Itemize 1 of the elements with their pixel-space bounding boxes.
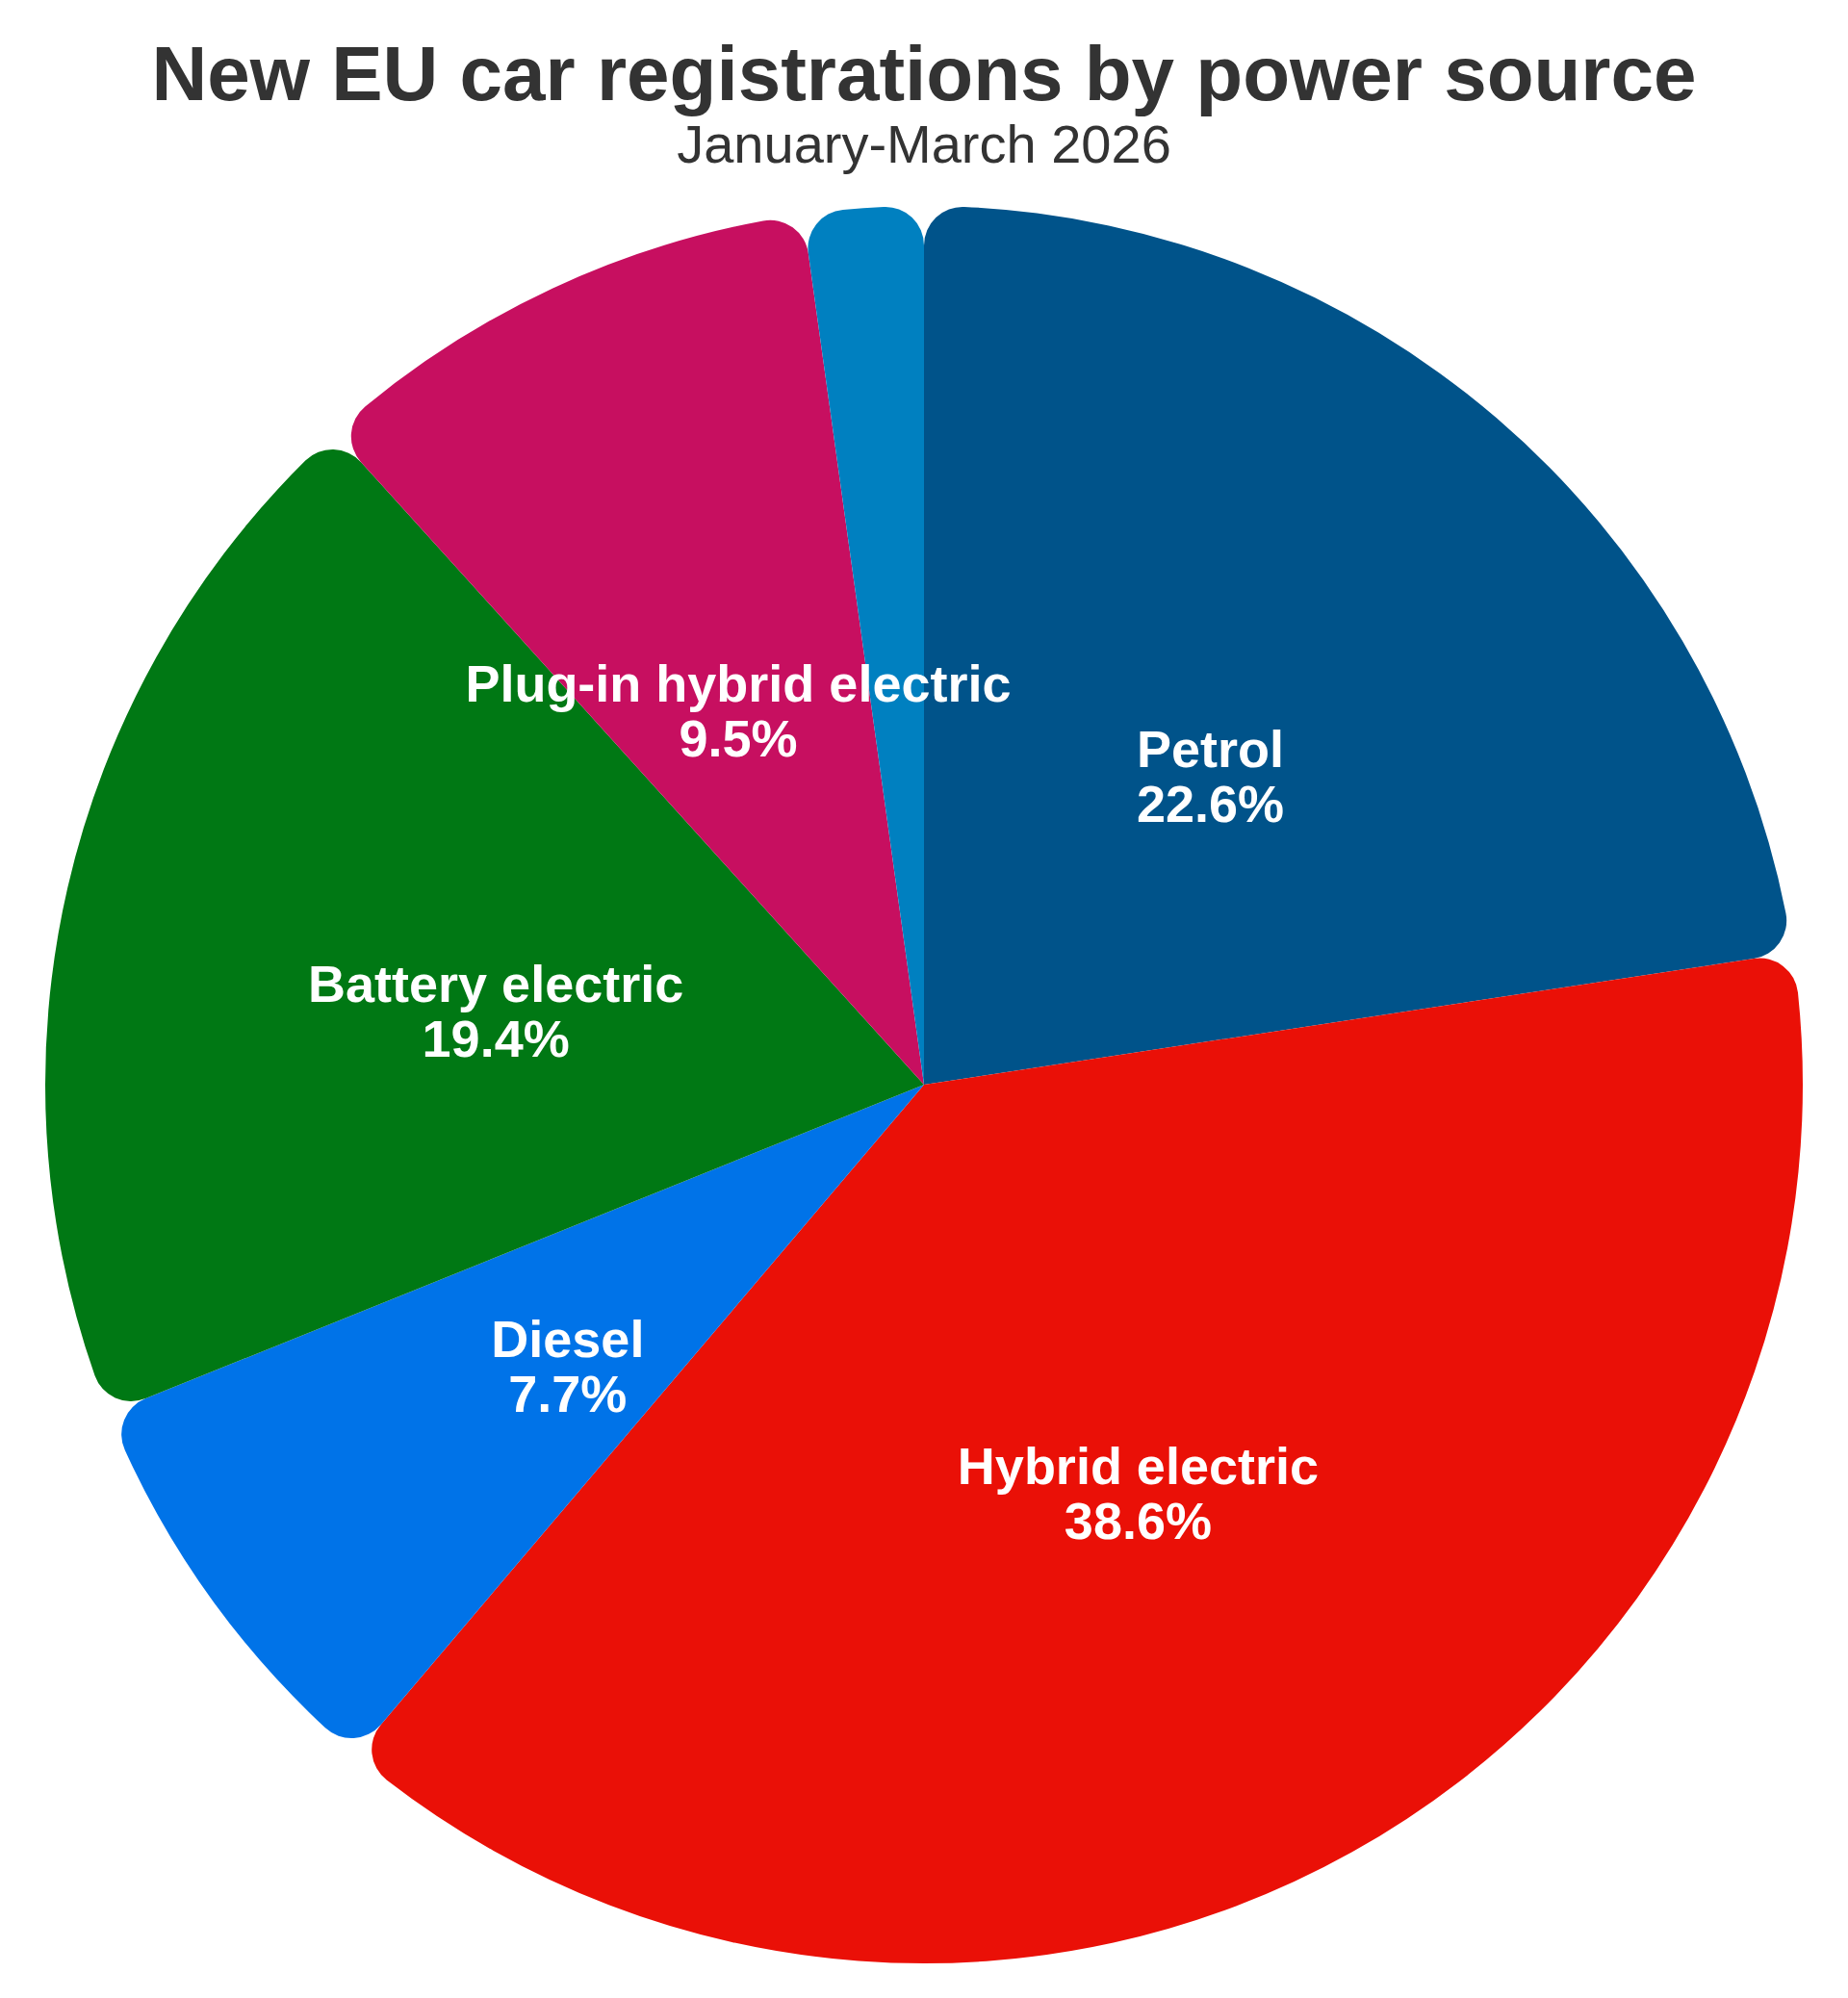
chart-title: New EU car registrations by power source bbox=[151, 31, 1697, 116]
